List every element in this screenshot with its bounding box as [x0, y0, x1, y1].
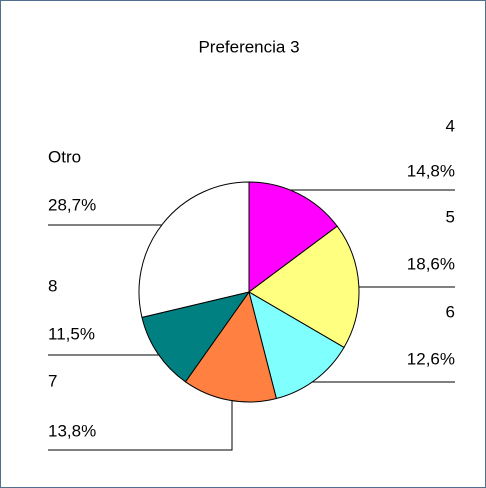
pie-slice [248, 225, 360, 349]
pie-slice [184, 290, 277, 403]
leader-line [48, 400, 233, 451]
slice-name: 5 [446, 207, 455, 226]
pie-slice [138, 181, 250, 318]
pie-slice [248, 290, 345, 400]
slice-label: 14,8% [407, 161, 455, 180]
pie-slice [141, 291, 251, 383]
slice-label: 18,6% [407, 254, 455, 273]
slice-label: 11,5% [48, 324, 95, 343]
chart-title: Preferencia 3 [198, 37, 299, 56]
slice-name: 8 [48, 276, 57, 295]
slice-label: 13,8% [48, 421, 96, 440]
slice-label: 28,7% [48, 195, 96, 214]
slice-name: 4 [446, 116, 455, 135]
slice-name: 6 [446, 302, 455, 321]
pie-slice [248, 181, 338, 293]
slice-label: 12,6% [407, 349, 455, 368]
slice-name: 7 [48, 371, 57, 390]
slice-name: Otro [48, 147, 81, 166]
